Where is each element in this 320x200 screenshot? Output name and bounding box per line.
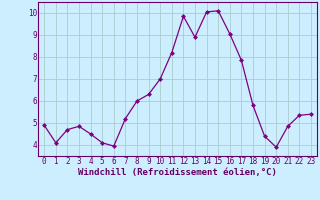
X-axis label: Windchill (Refroidissement éolien,°C): Windchill (Refroidissement éolien,°C) (78, 168, 277, 177)
